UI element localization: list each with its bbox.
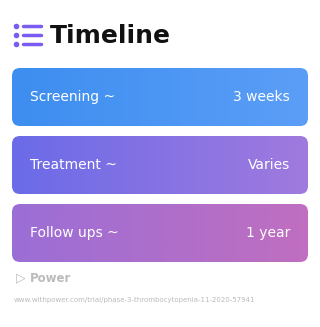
FancyBboxPatch shape [12, 204, 308, 262]
Text: Power: Power [30, 271, 71, 284]
Text: Timeline: Timeline [50, 24, 171, 48]
Text: 1 year: 1 year [246, 226, 290, 240]
Text: www.withpower.com/trial/phase-3-thrombocytopenia-11-2020-57941: www.withpower.com/trial/phase-3-thromboc… [14, 297, 255, 303]
Text: 3 weeks: 3 weeks [233, 90, 290, 104]
Text: Follow ups ~: Follow ups ~ [30, 226, 119, 240]
FancyBboxPatch shape [12, 136, 308, 194]
Text: Varies: Varies [248, 158, 290, 172]
Text: Treatment ~: Treatment ~ [30, 158, 117, 172]
Text: ▷: ▷ [16, 271, 26, 284]
FancyBboxPatch shape [12, 68, 308, 126]
Text: Screening ~: Screening ~ [30, 90, 115, 104]
